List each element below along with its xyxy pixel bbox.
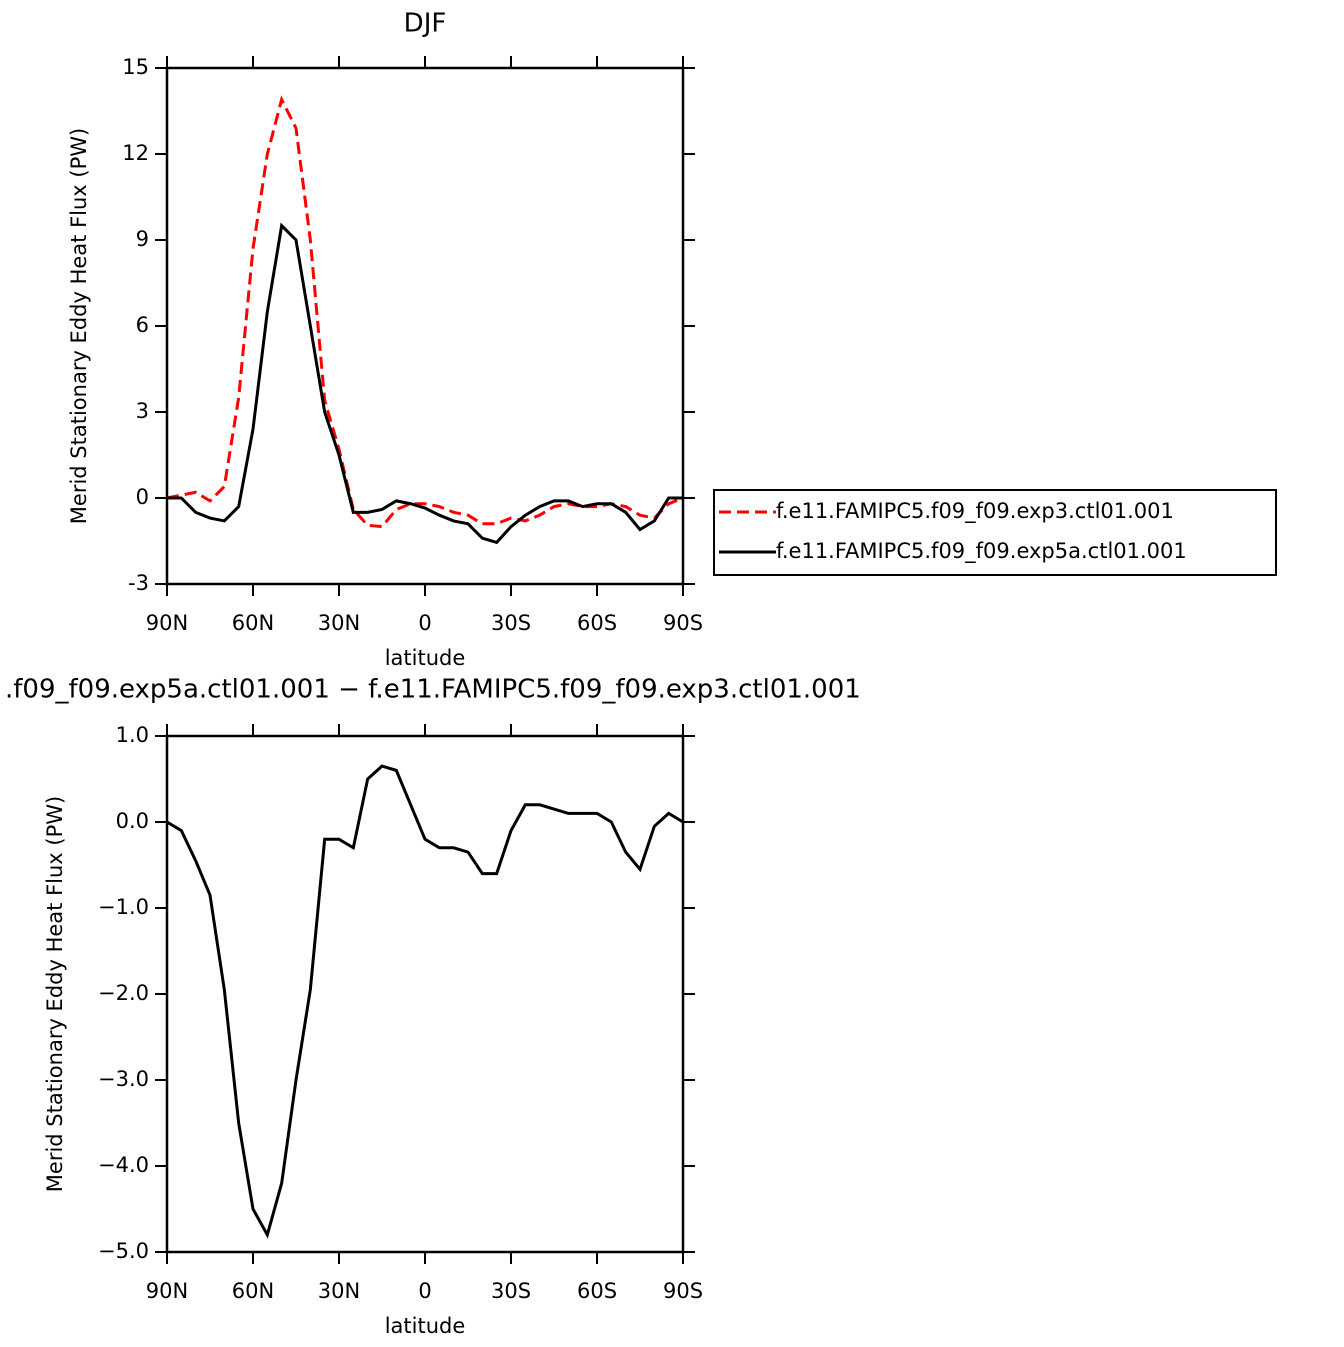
- x-tick-label: 60N: [232, 1279, 274, 1303]
- x-tick-label: 0: [418, 1279, 431, 1303]
- y-tick-label: -3: [128, 571, 149, 595]
- plot-frame: [165, 66, 685, 586]
- y-tick-label: 9: [136, 227, 149, 251]
- x-tick-label: 90N: [146, 611, 188, 635]
- y-tick-label: 3: [136, 399, 149, 423]
- data-line: [167, 222, 683, 545]
- x-tick-label: 0: [418, 611, 431, 635]
- data-line: [166, 764, 684, 1239]
- x-tick-label: 60S: [577, 611, 617, 635]
- chart-title: DJF: [404, 9, 447, 39]
- x-tick-label: 30N: [318, 1279, 360, 1303]
- y-tick-label: −5.0: [98, 1239, 149, 1263]
- x-tick-label: 60S: [577, 1279, 617, 1303]
- x-tick-label: 30N: [318, 611, 360, 635]
- legend-label: f.e11.FAMIPC5.f09_f09.exp3.ctl01.001: [776, 499, 1174, 524]
- legend-box: [713, 489, 1277, 576]
- x-axis-label: latitude: [385, 646, 466, 670]
- legend-label: f.e11.FAMIPC5.f09_f09.exp5a.ctl01.001: [776, 539, 1187, 564]
- y-tick-label: −3.0: [98, 1067, 149, 1091]
- y-tick-label: −4.0: [98, 1153, 149, 1177]
- chart-title: .f09_f09.exp5a.ctl01.001 − f.e11.FAMIPC5…: [5, 675, 861, 705]
- y-tick-label: −2.0: [98, 981, 149, 1005]
- x-tick-label: 30S: [491, 611, 531, 635]
- x-tick-label: 30S: [491, 1279, 531, 1303]
- y-tick-label: −1.0: [98, 895, 149, 919]
- x-tick-label: 90S: [663, 1279, 703, 1303]
- y-tick-label: 12: [122, 141, 149, 165]
- y-tick-label: 0: [136, 485, 149, 509]
- y-axis-label: Merid Stationary Eddy Heat Flux (PW): [67, 128, 91, 524]
- y-axis-label: Merid Stationary Eddy Heat Flux (PW): [43, 796, 67, 1192]
- x-tick-label: 60N: [232, 611, 274, 635]
- data-line: [166, 95, 684, 529]
- y-tick-label: 0.0: [116, 809, 149, 833]
- y-tick-label: 6: [136, 313, 149, 337]
- x-tick-label: 90S: [663, 611, 703, 635]
- y-tick-label: 15: [122, 55, 149, 79]
- y-tick-label: 1.0: [116, 723, 149, 747]
- plot-frame: [165, 734, 685, 1254]
- x-axis-label: latitude: [385, 1314, 466, 1338]
- x-tick-label: 90N: [146, 1279, 188, 1303]
